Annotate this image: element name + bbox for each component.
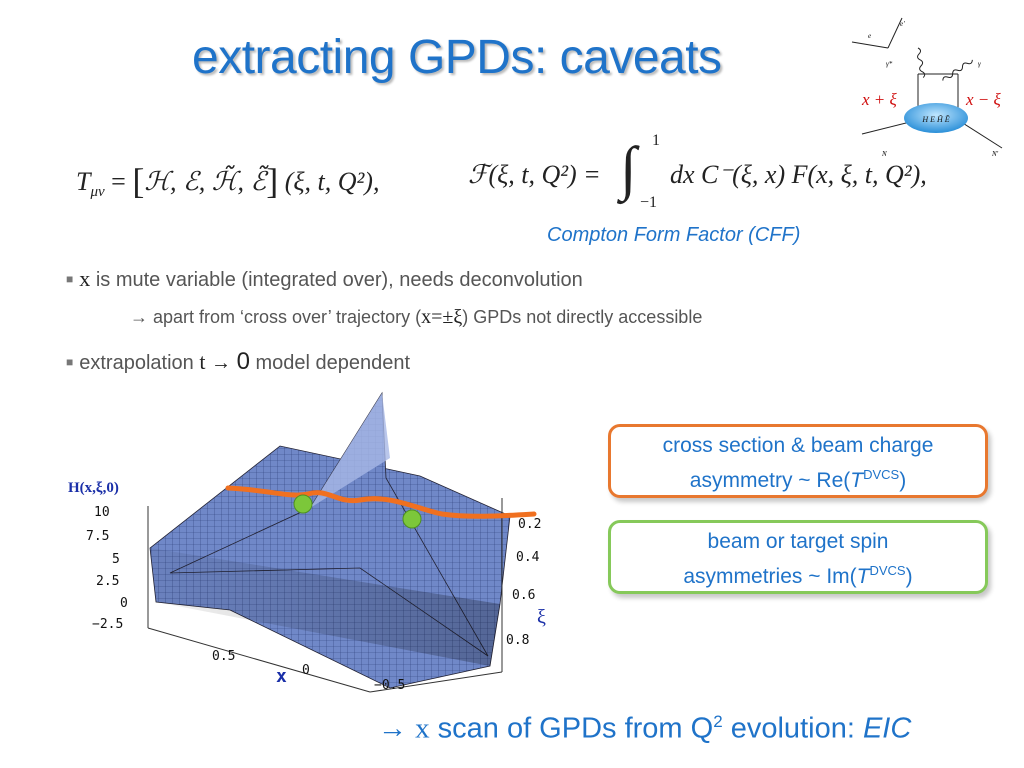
sub-bullet-suffix: ) GPDs not directly accessible — [462, 307, 703, 327]
equals-sign: = — [111, 167, 126, 196]
bottom-sup: 2 — [713, 712, 723, 731]
box1-line2: asymmetry ~ Re(TDVCS) — [611, 460, 985, 495]
xi-tick-0-8: 0.8 — [506, 633, 530, 648]
real-photon-line — [942, 59, 973, 81]
x-axis-label: x — [276, 666, 287, 687]
crossover-trajectory-curve — [225, 485, 537, 519]
z-tick-7-5: 7.5 — [86, 529, 110, 544]
gpd-surface-plot — [147, 391, 537, 693]
cff-formula: ℱ(ξ, t, Q²) = — [468, 160, 601, 190]
integral-sign: ∫ — [620, 135, 637, 201]
xi-tick-0-4: 0.4 — [516, 550, 540, 565]
cross-section-box: cross section & beam charge asymmetry ~ … — [608, 424, 988, 498]
integral-upper-limit: 1 — [652, 132, 660, 149]
spin-asymmetry-box: beam or target spin asymmetries ~ Im(TDV… — [608, 520, 988, 594]
cff-caption: Compton Form Factor (CFF) — [547, 224, 801, 246]
box2-line1: beam or target spin — [707, 530, 889, 553]
bottom-conclusion: → x scan of GPDs from Q2 evolution: EIC — [378, 712, 911, 746]
dvcs-handbag-diagram: H E H̃ Ẽ e e' γ* γ x + ξ x − ξ N N' — [851, 17, 1003, 158]
box2-sup: DVCS — [869, 563, 906, 578]
bullet-extrapolation-suffix: model dependent — [255, 352, 411, 374]
bottom-text2: evolution: — [730, 712, 855, 745]
gpd-blob — [904, 103, 968, 133]
sub-bullet-prefix: → apart from ‘cross over’ trajectory ( — [130, 307, 422, 327]
xi-tick-0-2: 0.2 — [518, 517, 542, 532]
sub-bullet-math: x=±ξ — [421, 306, 463, 328]
xi-tick-0-6: 0.6 — [512, 588, 536, 603]
incoming-electron-line — [851, 41, 889, 49]
cff-lhs: ℱ(ξ, t, Q²) = — [468, 160, 601, 189]
box2-T: T — [856, 565, 870, 588]
bullet-arrow: → — [211, 352, 232, 374]
box1-line2-prefix: asymmetry ~ Re( — [689, 469, 851, 492]
x-tick-0: 0 — [302, 663, 310, 678]
gpd-list: ℋ, ℰ, ℋ̃, ℰ̃ — [144, 167, 267, 196]
box2-close: ) — [905, 565, 913, 588]
box1-close: ) — [899, 469, 907, 492]
z-tick-minus-2-5: −2.5 — [92, 617, 124, 632]
bottom-arrow: → — [378, 712, 407, 745]
amplitude-subscript: μν — [90, 184, 105, 201]
bullet-zero: 0 — [236, 348, 250, 375]
x-plus-xi-label: x + ξ — [861, 90, 898, 109]
bullet-x-text: is mute variable (integrated over), need… — [95, 269, 583, 291]
real-photon-label: γ — [978, 60, 981, 68]
bullet-extrapolation: ■ extrapolation t → 0 model dependent — [66, 348, 411, 375]
x-tick-0-5: 0.5 — [212, 649, 236, 664]
z-tick-0: 0 — [120, 596, 128, 611]
bullet-x-var: x — [79, 266, 91, 291]
xi-axis-label: ξ — [537, 606, 546, 628]
bottom-eic: EIC — [862, 712, 912, 745]
slide-title: extracting GPDs: caveats — [192, 31, 722, 84]
blob-label: H E H̃ Ẽ — [921, 115, 949, 124]
outgoing-nucleon-line — [957, 119, 1003, 149]
amplitude-args: (ξ, t, Q²), — [284, 167, 380, 196]
sub-bullet-crossover: → apart from ‘cross over’ trajectory (x=… — [130, 306, 702, 329]
bullet-t-var: t — [199, 349, 206, 374]
z-tick-2-5: 2.5 — [96, 574, 120, 589]
crossover-point-right — [402, 509, 422, 529]
bullet-extrapolation-text: extrapolation — [79, 352, 194, 374]
z-tick-5: 5 — [112, 552, 120, 567]
cff-integrand: dx C⁻(ξ, x) F(x, ξ, t, Q²), — [670, 160, 927, 189]
amplitude-symbol: T — [76, 167, 91, 196]
virtual-photon-label: γ* — [886, 60, 893, 68]
nucleon-label: N — [881, 150, 887, 158]
integral-lower-limit: −1 — [640, 194, 658, 211]
box1-line1: cross section & beam charge — [662, 434, 934, 457]
crossover-point-left — [293, 494, 313, 514]
bullet-x-mute: ■ x is mute variable (integrated over), n… — [66, 266, 583, 291]
virtual-photon-line — [917, 47, 926, 78]
outgoing-electron-line — [887, 17, 903, 49]
z-tick-10: 10 — [94, 505, 110, 520]
bottom-x: x — [415, 712, 430, 745]
bottom-text: scan of GPDs from Q — [437, 712, 714, 745]
x-minus-xi-label: x − ξ — [965, 90, 1002, 109]
electron-prime-label: e' — [900, 20, 905, 28]
box2-line2-prefix: asymmetries ~ Im( — [683, 565, 857, 588]
plot-z-axis-label: H(x,ξ,0) — [68, 480, 119, 496]
electron-label: e — [868, 32, 871, 40]
amplitude-formula: Tμν = [ℋ, ℰ, ℋ̃, ℰ̃] (ξ, t, Q²), — [76, 161, 380, 201]
box1-sup: DVCS — [863, 467, 900, 482]
box2-line2: asymmetries ~ Im(TDVCS) — [611, 556, 985, 591]
box1-T: T — [850, 469, 864, 492]
x-tick-minus-0-5: −0.5 — [374, 678, 406, 693]
nucleon-prime-label: N' — [991, 150, 999, 158]
